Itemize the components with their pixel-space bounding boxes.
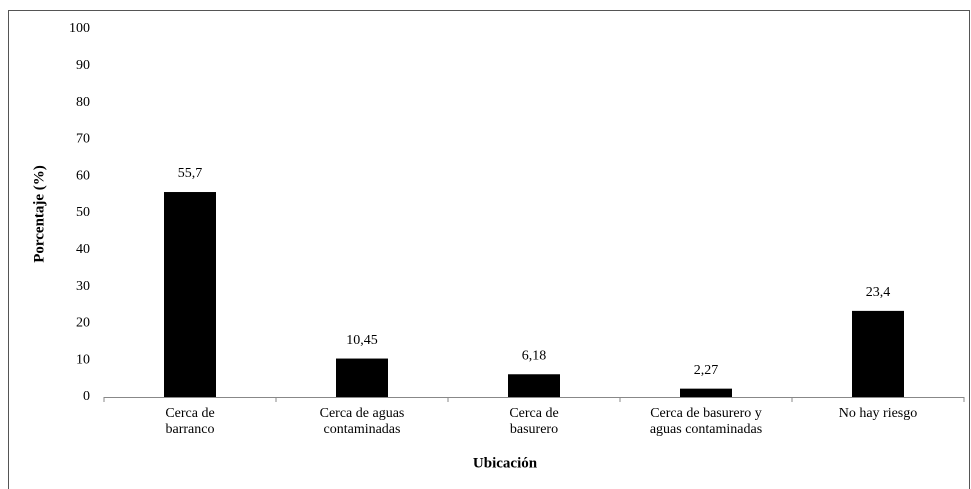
y-axis-label: Porcentaje (%) <box>31 165 47 263</box>
y-tick-label: 100 <box>69 21 90 36</box>
y-tick-label: 70 <box>76 132 90 147</box>
y-tick-label: 20 <box>76 316 90 331</box>
y-tick-label: 90 <box>76 58 90 73</box>
bar <box>164 192 216 397</box>
value-label: 55,7 <box>178 166 203 181</box>
bar <box>336 358 388 397</box>
bar <box>508 374 560 397</box>
x-tick-label: Cerca de basurero y aguas contaminadas <box>649 406 763 437</box>
y-tick-label: 80 <box>76 95 90 110</box>
value-label: 2,27 <box>694 363 719 378</box>
x-tick-label: Cerca de aguas contaminadas <box>319 406 405 437</box>
value-label: 10,45 <box>346 333 378 348</box>
x-axis-label: Ubicación <box>473 455 538 471</box>
x-tick-label: Cerca de basurero <box>509 406 559 437</box>
bar <box>852 310 904 397</box>
y-tick-label: 40 <box>76 242 90 257</box>
y-tick-label: 60 <box>76 168 90 183</box>
frame <box>8 10 970 489</box>
y-tick-label: 10 <box>76 352 90 367</box>
value-label: 6,18 <box>522 348 547 363</box>
x-tick-label: No hay riesgo <box>838 406 918 421</box>
x-tick-label: Cerca de barranco <box>165 406 215 437</box>
y-tick-label: 30 <box>76 279 90 294</box>
y-tick-label: 50 <box>76 205 90 220</box>
value-label: 23,4 <box>866 285 891 300</box>
y-tick-label: 0 <box>83 389 90 404</box>
bar <box>680 388 732 397</box>
